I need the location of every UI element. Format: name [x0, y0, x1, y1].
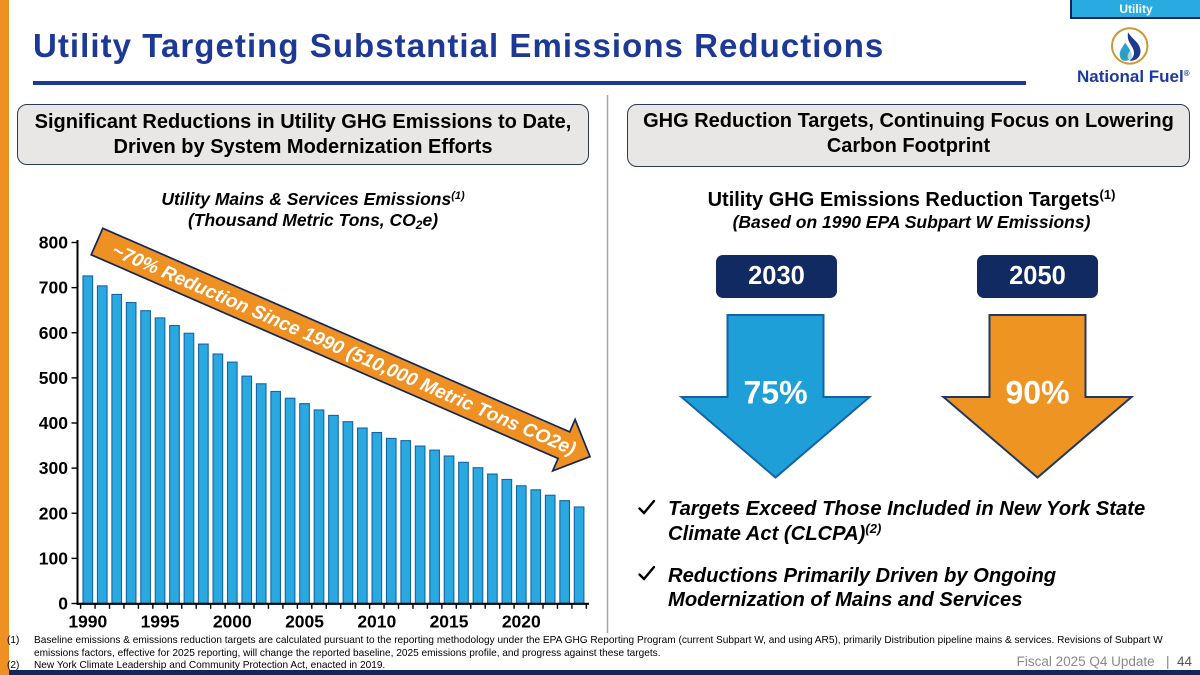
- svg-text:2010: 2010: [357, 612, 396, 632]
- svg-text:Utility Mains & Services Emiss: Utility Mains & Services Emissions(1): [161, 189, 465, 209]
- svg-text:200: 200: [39, 503, 68, 523]
- svg-text:90%: 90%: [1005, 375, 1069, 411]
- svg-text:(Thousand Metric Tons, CO2e): (Thousand Metric Tons, CO2e): [188, 210, 438, 232]
- svg-text:500: 500: [39, 368, 68, 388]
- svg-text:1995: 1995: [141, 612, 180, 632]
- svg-text:2020: 2020: [502, 612, 541, 632]
- svg-text:100: 100: [39, 548, 68, 568]
- svg-text:2015: 2015: [430, 612, 469, 632]
- svg-text:0: 0: [58, 594, 68, 614]
- svg-text:1990: 1990: [68, 612, 107, 632]
- svg-text:2000: 2000: [213, 612, 252, 632]
- svg-text:800: 800: [39, 233, 68, 253]
- svg-text:300: 300: [39, 458, 68, 478]
- svg-text:700: 700: [39, 278, 68, 298]
- svg-text:400: 400: [39, 413, 68, 433]
- svg-text:75%: 75%: [743, 375, 807, 411]
- svg-text:600: 600: [39, 323, 68, 343]
- svg-text:2005: 2005: [285, 612, 324, 632]
